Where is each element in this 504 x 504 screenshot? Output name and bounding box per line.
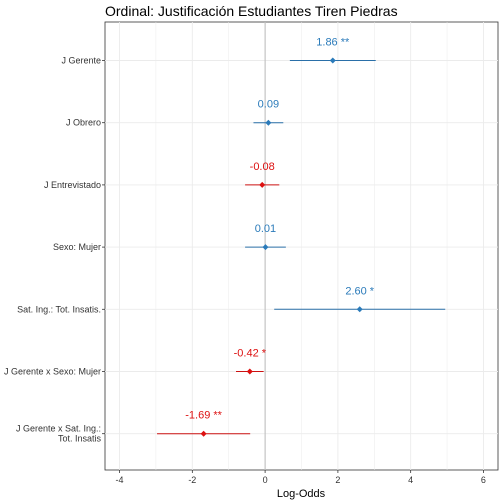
y-tick-label: J Gerente x Sexo: Mujer xyxy=(4,367,101,377)
estimate-point xyxy=(200,430,207,437)
y-tick-label: Sat. Ing.: Tot. Insatis. xyxy=(17,304,101,314)
estimate-point xyxy=(246,368,253,375)
estimate-point xyxy=(356,306,363,313)
y-tick-label: J Entrevistado xyxy=(44,180,101,190)
data-label: 0.01 xyxy=(255,223,276,235)
x-tick-label: -2 xyxy=(188,475,196,485)
x-tick-label: 0 xyxy=(263,475,268,485)
data-label: -0.42 * xyxy=(234,348,267,360)
data-label: 1.86 ** xyxy=(316,37,350,49)
y-axis: J Gerente J Obrero J Entrevistado Sexo: Muj… xyxy=(4,56,105,444)
x-tick-label: 4 xyxy=(408,475,413,485)
marks: 1.86 ** 0.09 -0.08 0.01 2.60 * -0.42 * -1.69 *… xyxy=(157,37,446,437)
x-tick-label: 2 xyxy=(335,475,340,485)
x-axis-label: Log-Odds xyxy=(277,488,326,500)
data-label: 0.09 xyxy=(258,99,279,111)
estimate-point xyxy=(265,119,272,126)
data-label: -1.69 ** xyxy=(185,410,222,422)
x-tick-label: 6 xyxy=(481,475,486,485)
data-label: 2.60 * xyxy=(345,285,374,297)
data-label: -0.08 xyxy=(250,161,275,173)
estimate-point xyxy=(329,57,336,64)
chart-title: Ordinal: Justificación Estudiantes Tiren… xyxy=(105,3,398,19)
x-axis: -4 -2 0 2 4 6 xyxy=(116,470,486,485)
x-tick-label: -4 xyxy=(116,475,124,485)
y-tick-label: Sexo: Mujer xyxy=(53,242,101,252)
y-tick-label: J Gerente xyxy=(61,56,101,66)
y-tick-label: J Obrero xyxy=(66,118,101,128)
estimate-point xyxy=(262,244,269,251)
y-tick-label: J Gerente x Sat. Ing.: xyxy=(16,424,101,434)
y-tick-label: Tot. Insatis xyxy=(58,434,102,444)
estimate-point xyxy=(259,181,266,188)
